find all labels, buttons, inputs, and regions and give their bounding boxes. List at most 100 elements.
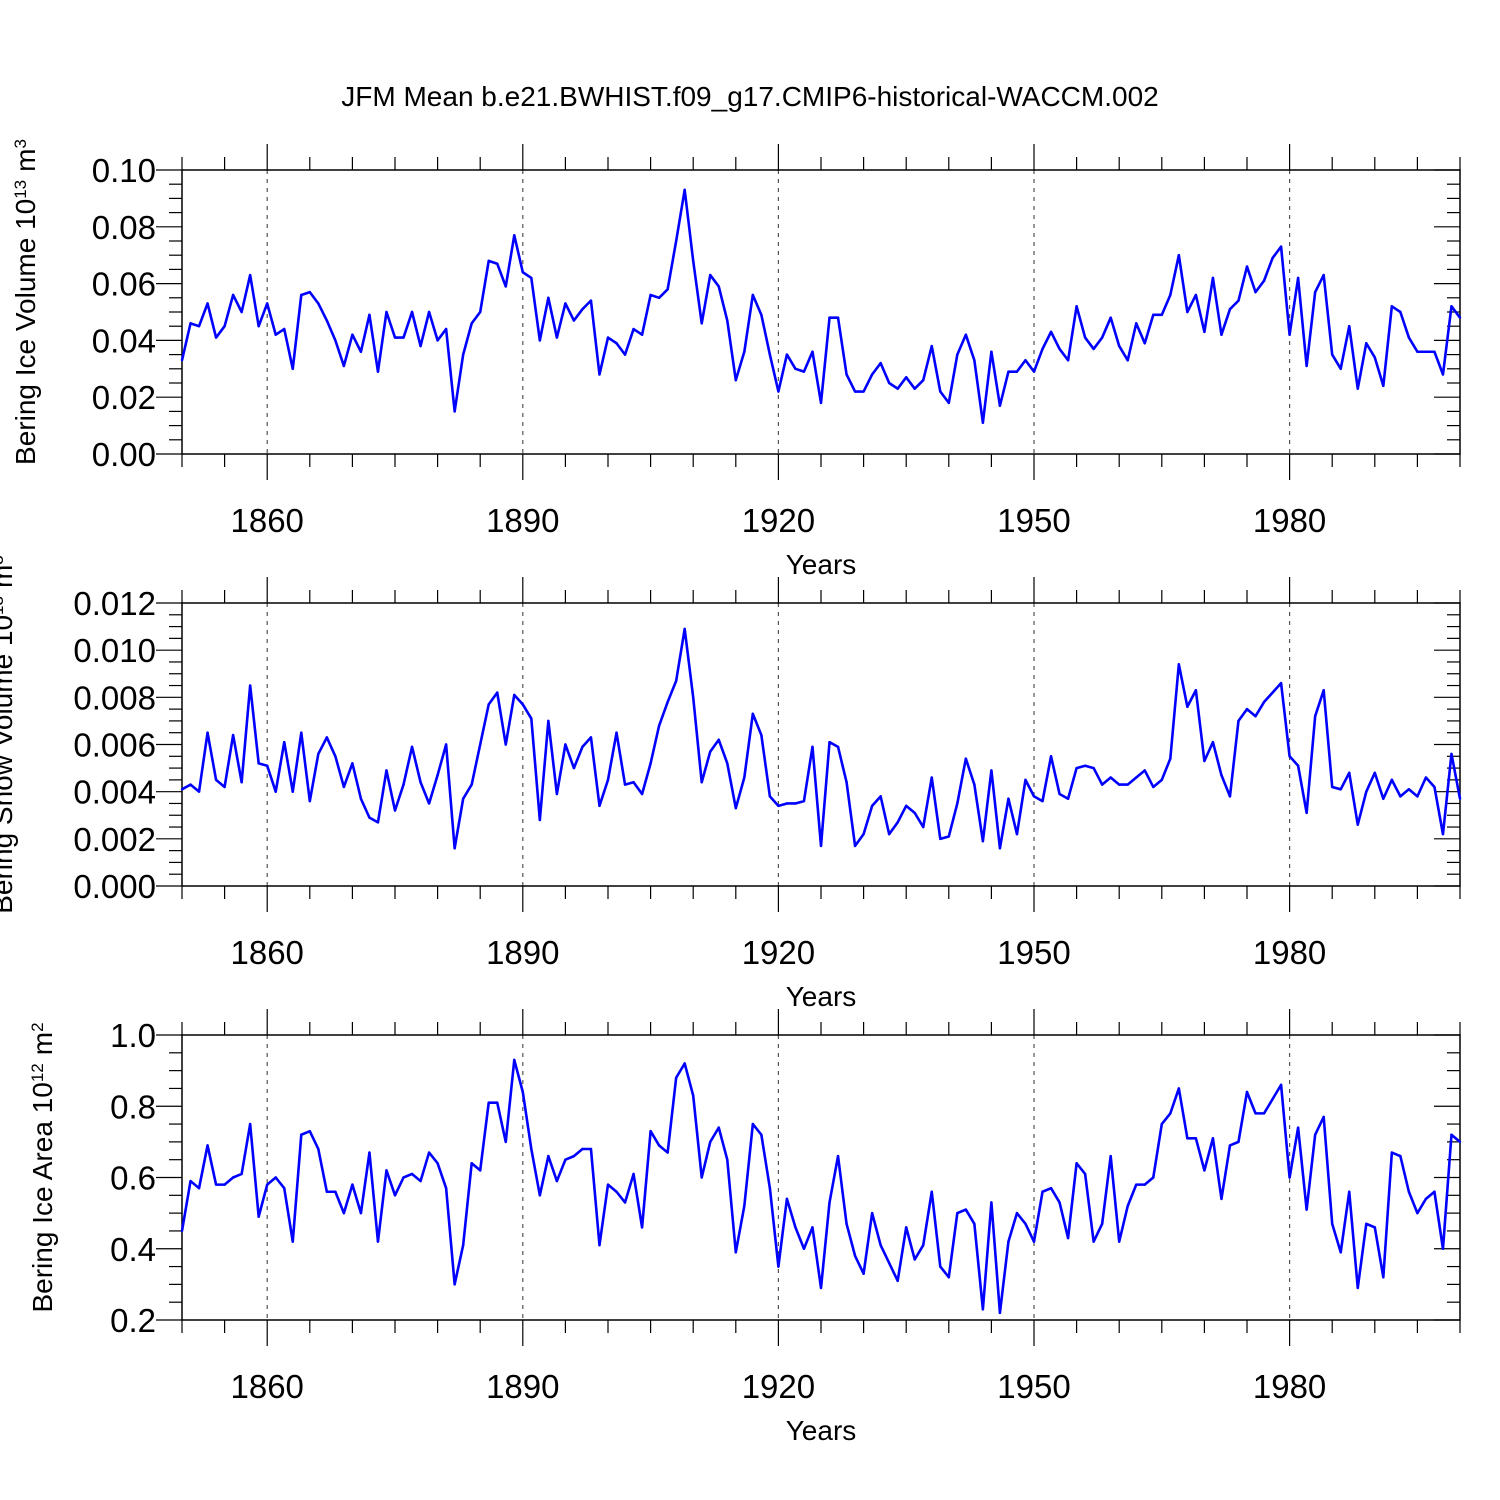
data-point: [853, 390, 857, 393]
data-point: [1160, 778, 1164, 782]
data-point: [956, 353, 959, 356]
data-point: [640, 1226, 644, 1229]
data-point: [444, 1186, 448, 1190]
x-tick-label: 1920: [742, 934, 815, 971]
data-point: [1118, 1240, 1121, 1243]
data-point: [981, 1308, 985, 1311]
data-point: [794, 802, 797, 805]
data-point: [223, 325, 226, 328]
data-point: [538, 339, 542, 342]
data-point: [1424, 776, 1428, 779]
data-point: [1058, 347, 1061, 351]
data-point: [1169, 293, 1172, 297]
data-point: [1365, 790, 1368, 793]
data-point: [1313, 1133, 1317, 1136]
data-point: [214, 778, 218, 782]
data-point: [1186, 310, 1189, 314]
data-point: [700, 1176, 703, 1179]
data-point: [709, 1140, 712, 1144]
data-point: [726, 319, 729, 322]
data-point: [283, 327, 286, 331]
data-point: [905, 1226, 908, 1229]
data-point: [1271, 1097, 1274, 1101]
data-point: [896, 387, 899, 390]
data-point: [777, 804, 780, 808]
data-point: [1433, 785, 1436, 789]
data-point: [266, 1183, 269, 1186]
data-point: [606, 1183, 610, 1186]
data-point: [1373, 771, 1377, 774]
data-point: [623, 783, 627, 786]
data-point: [956, 802, 959, 805]
y-tick-label: 0.4: [110, 1231, 156, 1268]
data-point: [248, 273, 252, 277]
data-point: [325, 736, 329, 739]
y-axis-label-exponent: 13: [0, 596, 7, 615]
data-point: [1041, 1190, 1044, 1193]
data-point: [572, 1154, 576, 1158]
data-point: [1083, 764, 1087, 767]
data-point: [819, 401, 823, 405]
data-point: [513, 693, 516, 697]
data-point: [402, 1176, 405, 1179]
data-point: [1348, 325, 1351, 328]
data-point: [530, 276, 533, 280]
data-point: [342, 1211, 346, 1215]
data-point: [768, 353, 772, 356]
data-point: [1356, 823, 1359, 826]
data-point: [956, 1211, 959, 1215]
data-point: [1450, 305, 1453, 308]
data-point: [862, 390, 865, 393]
data-point: [1424, 1197, 1428, 1201]
data-point: [1288, 755, 1291, 758]
data-point: [1245, 1090, 1249, 1094]
data-point: [538, 1194, 542, 1197]
data-point: [1262, 700, 1266, 704]
data-point: [1075, 1162, 1078, 1165]
data-point: [1118, 344, 1121, 348]
data-point: [1348, 1190, 1351, 1193]
data-point: [1228, 1144, 1232, 1147]
data-point: [1092, 1240, 1095, 1243]
data-point: [615, 1190, 618, 1193]
data-point: [862, 832, 865, 836]
series-line-bering-ice-area: [180, 1058, 1461, 1315]
data-point: [197, 790, 201, 793]
data-point: [351, 333, 354, 336]
data-point: [274, 790, 277, 793]
data-point: [1390, 305, 1394, 308]
data-point: [1424, 350, 1428, 353]
data-point: [751, 712, 755, 716]
data-point: [1075, 305, 1078, 308]
data-point: [845, 373, 848, 376]
data-point: [1015, 832, 1019, 836]
data-point: [1066, 1236, 1070, 1240]
data-point: [853, 1254, 857, 1258]
data-point: [513, 1058, 516, 1062]
data-point: [785, 802, 789, 805]
y-axis-label-exponent: 13: [11, 180, 30, 199]
y-axis-label-unit: m: [27, 1032, 58, 1055]
data-point: [1271, 691, 1274, 694]
data-point: [768, 795, 772, 798]
data-point: [1143, 342, 1146, 345]
data-point: [513, 234, 516, 237]
data-point: [632, 781, 635, 784]
y-axis-label-exponent: 12: [28, 1063, 47, 1082]
data-point: [674, 239, 678, 243]
data-point: [589, 299, 593, 302]
data-point: [964, 757, 968, 760]
data-point: [1348, 771, 1351, 774]
data-point: [973, 1222, 976, 1226]
data-point: [189, 322, 192, 325]
data-point: [1399, 795, 1402, 798]
data-point: [308, 799, 311, 803]
data-point: [947, 401, 950, 405]
data-point: [717, 285, 720, 288]
data-point: [760, 733, 763, 737]
data-point: [410, 745, 414, 749]
data-point: [1203, 759, 1206, 763]
data-point: [283, 1186, 286, 1190]
data-point: [640, 333, 644, 336]
data-point: [547, 296, 550, 299]
